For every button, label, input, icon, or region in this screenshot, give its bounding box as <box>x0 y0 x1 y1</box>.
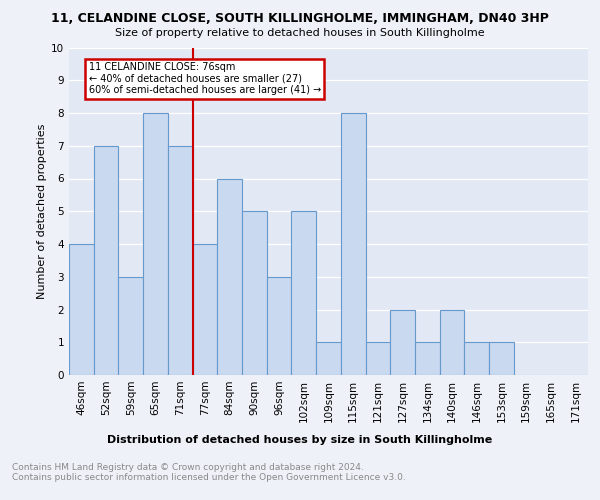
Text: Size of property relative to detached houses in South Killingholme: Size of property relative to detached ho… <box>115 28 485 38</box>
Bar <box>365 342 390 375</box>
Bar <box>242 211 267 375</box>
Bar <box>168 146 193 375</box>
Text: 11, CELANDINE CLOSE, SOUTH KILLINGHOLME, IMMINGHAM, DN40 3HP: 11, CELANDINE CLOSE, SOUTH KILLINGHOLME,… <box>51 12 549 26</box>
Bar <box>489 342 514 375</box>
Bar <box>440 310 464 375</box>
Bar <box>390 310 415 375</box>
Bar <box>217 178 242 375</box>
Bar <box>341 113 365 375</box>
Text: 11 CELANDINE CLOSE: 76sqm
← 40% of detached houses are smaller (27)
60% of semi-: 11 CELANDINE CLOSE: 76sqm ← 40% of detac… <box>89 62 321 96</box>
Text: Distribution of detached houses by size in South Killingholme: Distribution of detached houses by size … <box>107 435 493 445</box>
Bar <box>292 211 316 375</box>
Bar <box>267 277 292 375</box>
Bar <box>193 244 217 375</box>
Y-axis label: Number of detached properties: Number of detached properties <box>37 124 47 299</box>
Bar <box>118 277 143 375</box>
Bar <box>69 244 94 375</box>
Bar <box>415 342 440 375</box>
Text: Contains HM Land Registry data © Crown copyright and database right 2024.
Contai: Contains HM Land Registry data © Crown c… <box>12 462 406 482</box>
Bar <box>94 146 118 375</box>
Bar <box>143 113 168 375</box>
Bar <box>464 342 489 375</box>
Bar <box>316 342 341 375</box>
